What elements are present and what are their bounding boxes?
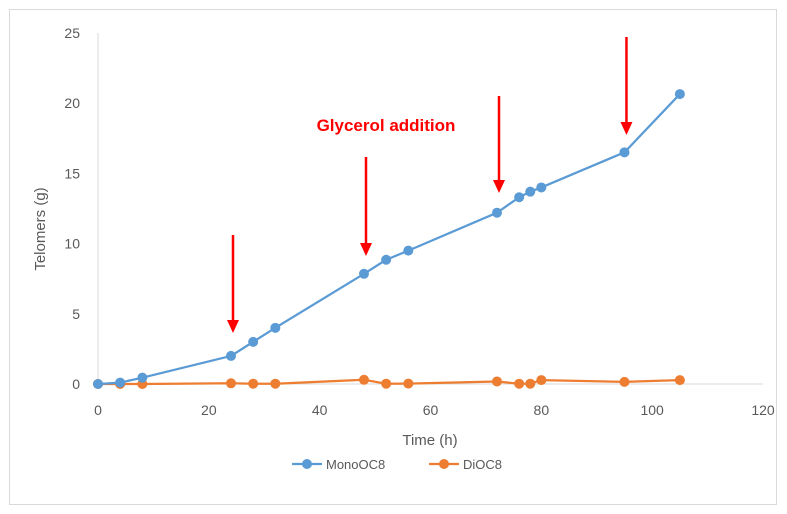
x-tick-label: 60 [423,402,439,418]
legend-label: MonoOC8 [326,457,385,472]
data-point [525,186,536,197]
x-axis-title: Time (h) [402,432,457,449]
glycerol-arrow [620,37,633,135]
x-tick-label: 80 [534,402,550,418]
legend-label: DiOC8 [463,457,502,472]
data-point [619,147,630,158]
data-point [381,378,392,389]
series-line [97,93,681,386]
glycerol-arrows [227,37,633,333]
y-tick-label: 0 [72,376,80,392]
data-point [381,254,392,265]
y-tick-label: 10 [64,236,80,252]
data-point [226,378,236,389]
data-point [270,378,281,389]
data-point [359,374,369,385]
data-point [492,376,502,387]
data-point [359,268,369,279]
x-tick-label: 40 [312,402,328,418]
legend-item-dioc8: DiOC8 [429,457,502,472]
data-point [619,376,630,387]
data-point [514,192,525,203]
glycerol-arrow [493,96,505,193]
data-point [525,378,536,389]
data-point [536,375,547,386]
y-tick-label: 25 [64,25,80,41]
data-point [115,377,126,388]
x-tick-label: 20 [201,402,217,418]
series-group [93,89,685,389]
series-monooc8 [93,89,685,389]
x-tick-label: 100 [640,402,664,418]
data-point [137,372,148,383]
y-tick-label: 15 [64,165,80,181]
data-point [514,378,525,389]
x-tick-label: 120 [751,402,775,418]
legend: MonoOC8 DiOC8 [292,457,502,472]
x-tick-label: 0 [94,402,102,418]
y-axis-title: Telomers (g) [32,187,49,270]
data-point [536,182,547,193]
x-tick-labels: 0 20 40 60 80 100 120 [94,402,775,418]
data-point [270,322,281,333]
data-point [248,336,259,347]
series-dioc8 [93,374,685,389]
y-tick-labels: 0 5 10 15 20 25 [64,25,80,392]
data-point [248,378,259,389]
data-point [674,375,685,386]
data-point [492,207,502,218]
glycerol-addition-annotation: Glycerol addition [317,116,456,135]
data-point [93,379,103,389]
data-point [403,245,414,256]
data-point [403,378,414,389]
glycerol-arrow [227,235,239,333]
data-point [226,350,236,361]
data-point [674,89,685,100]
glycerol-arrow [360,157,372,256]
y-tick-label: 5 [72,306,80,322]
legend-item-monooc8: MonoOC8 [292,457,385,472]
axes [97,33,763,385]
y-tick-label: 20 [64,95,80,111]
